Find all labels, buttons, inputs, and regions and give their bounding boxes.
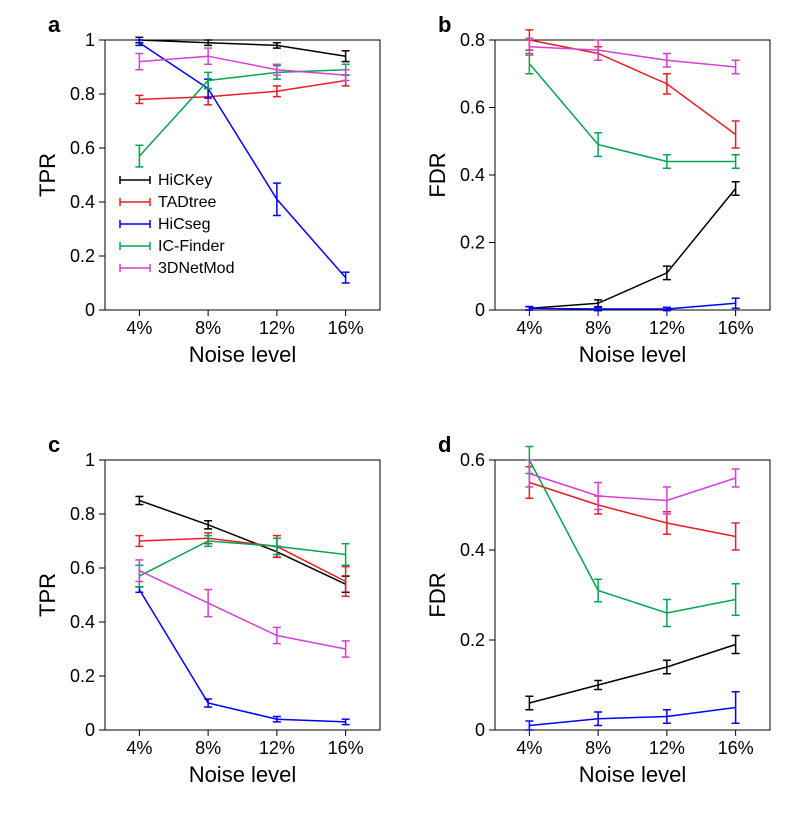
x-axis-label: Noise level — [189, 762, 297, 787]
x-tick-label: 12% — [259, 738, 295, 758]
legend-entry-3dnetmod: 3DNetMod — [120, 260, 234, 277]
y-tick-label: 0.4 — [460, 165, 485, 185]
y-tick-label: 0.8 — [70, 84, 95, 104]
chart-b: 0 0.2 0.4 0.6 0.8 4% 8% 12% 16% Noise level FDR — [420, 10, 780, 390]
series-line-tadtree — [139, 81, 345, 100]
panel-label-c: c — [48, 432, 60, 458]
y-tick-label: 0.6 — [70, 558, 95, 578]
y-tick-label: 0.8 — [460, 30, 485, 50]
x-tick-label: 16% — [718, 738, 754, 758]
y-tick-label: 0.6 — [460, 450, 485, 470]
legend-label: TADtree — [158, 194, 216, 211]
series-line-3dnetmod — [529, 474, 735, 501]
y-tick-label: 0.2 — [70, 666, 95, 686]
x-axis-label: Noise level — [579, 762, 687, 787]
y-tick-label: 0.6 — [460, 98, 485, 118]
x-axis-label: Noise level — [579, 342, 687, 367]
series-line-3dnetmod — [139, 571, 345, 649]
series-line-3dnetmod — [139, 56, 345, 75]
y-tick-label: 0 — [85, 300, 95, 320]
y-tick-label: 0.4 — [460, 540, 485, 560]
series-line-tadtree — [529, 483, 735, 537]
series-line-hickey — [529, 645, 735, 704]
y-tick-label: 0.6 — [70, 138, 95, 158]
y-tick-label: 1 — [85, 30, 95, 50]
y-axis-label: TPR — [35, 153, 60, 197]
y-tick-label: 0.2 — [460, 233, 485, 253]
series-line-ic-finder — [139, 541, 345, 576]
y-tick-label: 0.2 — [460, 630, 485, 650]
y-tick-label: 0 — [475, 720, 485, 740]
x-tick-label: 4% — [516, 738, 542, 758]
axes-box — [105, 460, 380, 730]
panel-a: a 0 0.2 0.4 0.6 0.8 1 4% 8% 12% 16% Noise level TPR… — [30, 10, 390, 390]
x-tick-label: 4% — [126, 318, 152, 338]
panel-c: c 0 0.2 0.4 0.6 0.8 1 4% 8% 12% 16% Noise level TPR — [30, 430, 390, 810]
y-tick-label: 0.4 — [70, 612, 95, 632]
legend-label: HiCseg — [158, 216, 210, 233]
series-line-hicseg — [529, 708, 735, 726]
legend-entry-hickey: HiCKey — [120, 172, 212, 189]
chart-d: 0 0.2 0.4 0.6 4% 8% 12% 16% Noise level FDR — [420, 430, 780, 810]
panel-label-d: d — [438, 432, 451, 458]
series-line-hickey — [139, 40, 345, 56]
y-tick-label: 0.2 — [70, 246, 95, 266]
panel-d: d 0 0.2 0.4 0.6 4% 8% 12% 16% Noise level FDR — [420, 430, 780, 810]
x-tick-label: 4% — [126, 738, 152, 758]
x-tick-label: 8% — [585, 738, 611, 758]
y-axis-label: FDR — [425, 152, 450, 197]
x-axis-label: Noise level — [189, 342, 297, 367]
axes-box — [495, 40, 770, 310]
y-tick-label: 0 — [85, 720, 95, 740]
chart-c: 0 0.2 0.4 0.6 0.8 1 4% 8% 12% 16% Noise level TPR — [30, 430, 390, 810]
figure: a 0 0.2 0.4 0.6 0.8 1 4% 8% 12% 16% Noise level TPR… — [0, 0, 789, 832]
x-tick-label: 16% — [328, 738, 364, 758]
x-tick-label: 4% — [516, 318, 542, 338]
series-line-3dnetmod — [529, 47, 735, 67]
x-tick-label: 8% — [195, 318, 221, 338]
series-line-tadtree — [529, 40, 735, 135]
y-axis-label: TPR — [35, 573, 60, 617]
legend-label: HiCKey — [158, 172, 212, 189]
series-line-hicseg — [139, 590, 345, 722]
legend-entry-ic-finder: IC-Finder — [120, 238, 225, 255]
legend-entry-hicseg: HiCseg — [120, 216, 210, 233]
x-tick-label: 12% — [649, 738, 685, 758]
y-tick-label: 0.4 — [70, 192, 95, 212]
x-tick-label: 8% — [585, 318, 611, 338]
panel-b: b 0 0.2 0.4 0.6 0.8 4% 8% 12% 16% Noise level FDR — [420, 10, 780, 390]
x-tick-label: 12% — [259, 318, 295, 338]
legend-entry-tadtree: TADtree — [120, 194, 216, 211]
y-tick-label: 0.8 — [70, 504, 95, 524]
series-line-hickey — [529, 189, 735, 309]
y-tick-label: 0 — [475, 300, 485, 320]
legend-label: 3DNetMod — [158, 260, 234, 277]
legend-label: IC-Finder — [158, 238, 225, 255]
chart-a: 0 0.2 0.4 0.6 0.8 1 4% 8% 12% 16% Noise level TPR Hi… — [30, 10, 390, 390]
x-tick-label: 16% — [718, 318, 754, 338]
axes-box — [495, 460, 770, 730]
x-tick-label: 8% — [195, 738, 221, 758]
y-tick-label: 1 — [85, 450, 95, 470]
y-axis-label: FDR — [425, 572, 450, 617]
panel-label-a: a — [48, 12, 60, 38]
x-tick-label: 12% — [649, 318, 685, 338]
panel-label-b: b — [438, 12, 451, 38]
x-tick-label: 16% — [328, 318, 364, 338]
